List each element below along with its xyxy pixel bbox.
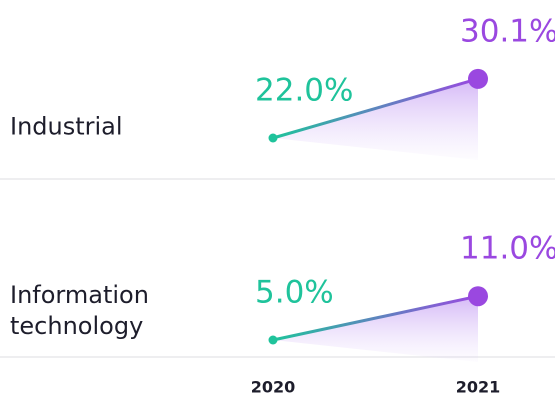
row-label: Industrial [10, 112, 123, 141]
point [268, 133, 278, 143]
area [273, 78, 478, 160]
value-label: 30.1% [460, 13, 555, 49]
line [272, 77, 479, 140]
row-label: Information technology [10, 281, 149, 340]
value-label: 5.0% [255, 275, 334, 311]
point [268, 335, 278, 345]
area [273, 296, 478, 362]
line [272, 294, 479, 342]
point [468, 286, 488, 307]
point [468, 68, 488, 89]
x-tick-label: 2020 [251, 378, 296, 397]
value-label: 11.0% [460, 231, 555, 267]
value-label: 22.0% [255, 73, 353, 109]
x-tick-label: 2021 [456, 378, 501, 397]
